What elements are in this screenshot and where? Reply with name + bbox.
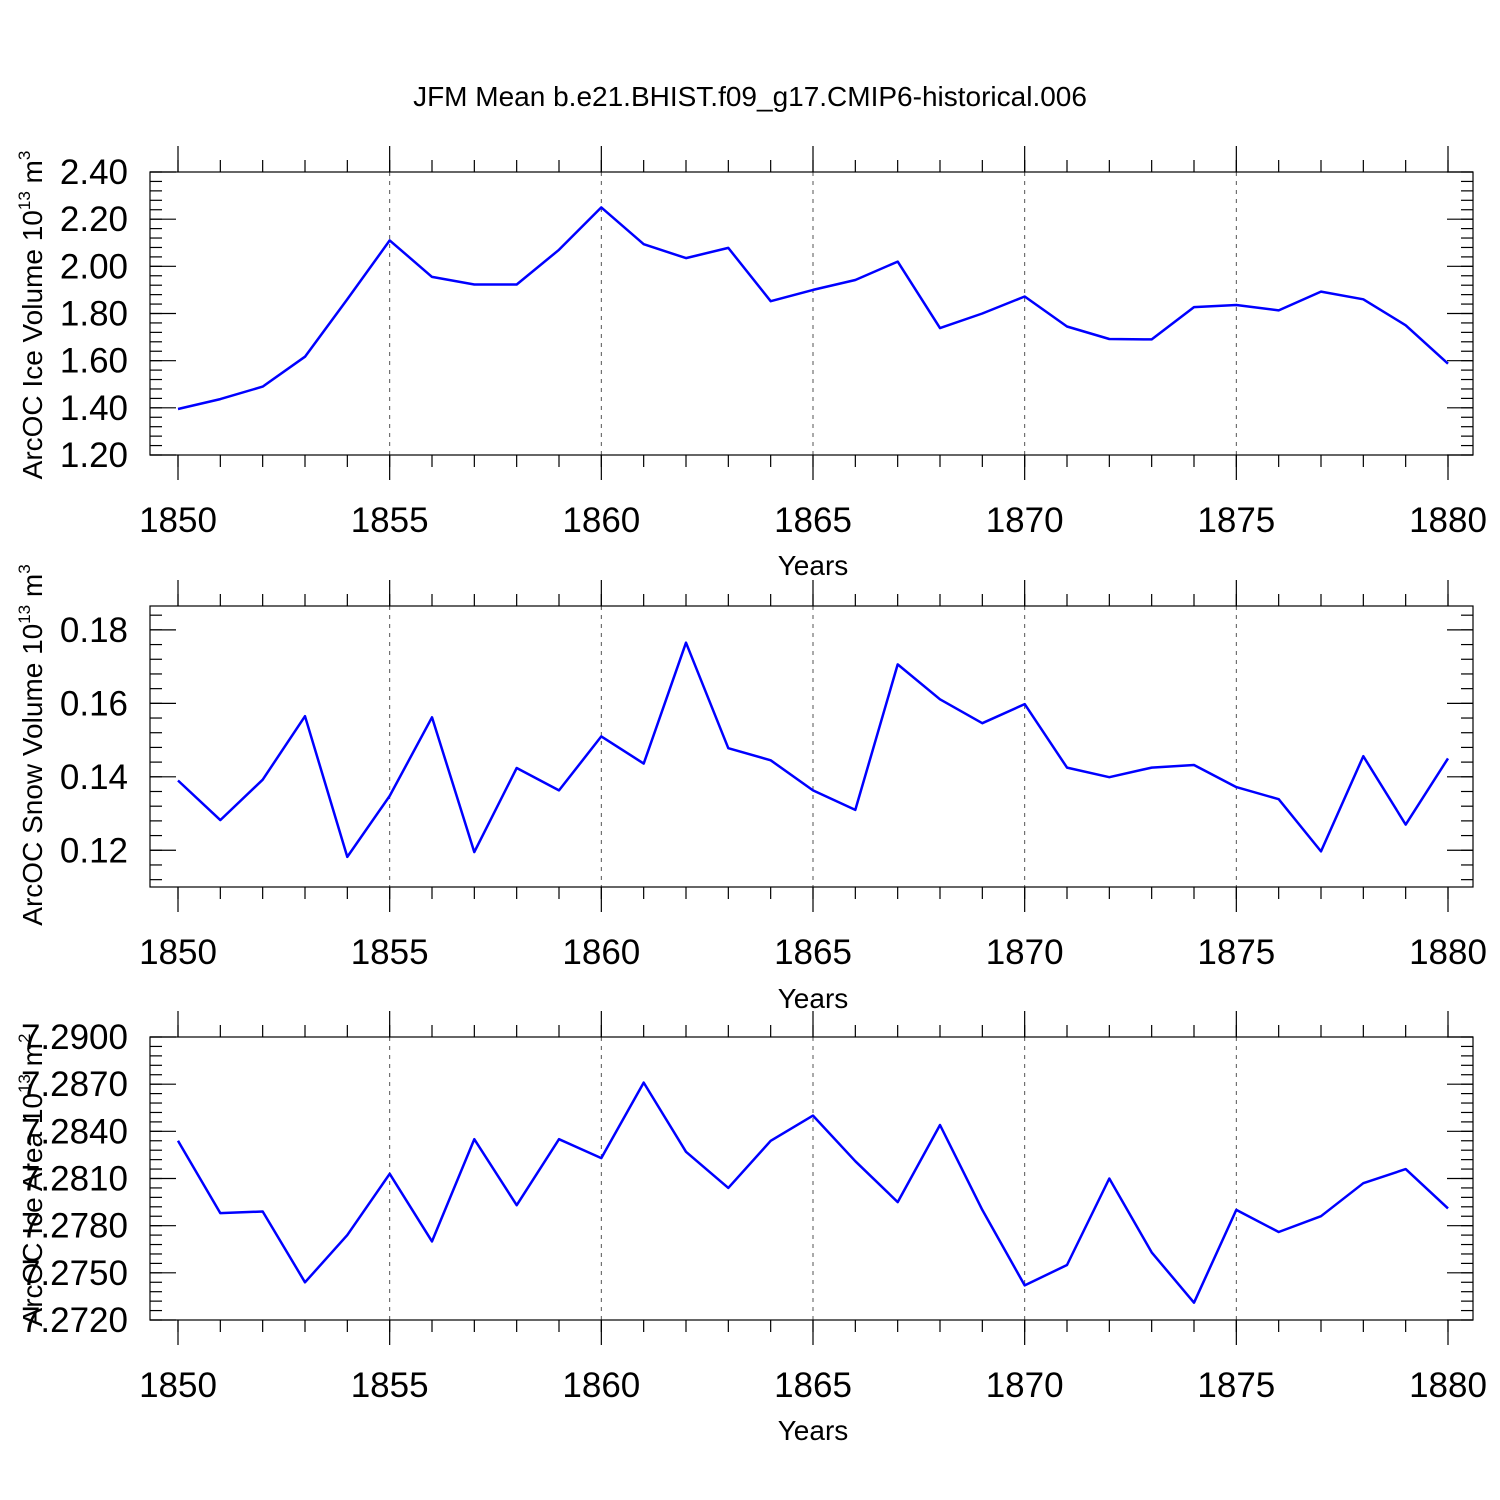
- x-tick-labels: 1850 1855 1860 1865 1870 1875 1880: [139, 1366, 1487, 1405]
- major-ticks: [150, 1011, 1473, 1345]
- x-tick-label: 1860: [562, 1366, 640, 1405]
- ice-volume-panel: 1850 1855 1860 1865 1870 1875 1880 1.20 1.40 1.6…: [15, 146, 1487, 581]
- x-tick-label: 1850: [139, 1366, 217, 1405]
- x-tick-label: 1865: [774, 933, 852, 972]
- x-axis-title: Years: [778, 983, 849, 1014]
- x-tick-labels: 1850 1855 1860 1865 1870 1875 1880: [139, 933, 1487, 972]
- major-ticks: [150, 146, 1473, 480]
- y-tick-label: 7.2750: [21, 1254, 128, 1293]
- y-tick-label: 7.2720: [21, 1301, 128, 1340]
- x-axis-title: Years: [778, 1415, 849, 1446]
- y-axis-title: ArcOC Ice Area 1013 m2: [15, 1034, 48, 1327]
- figure-title: JFM Mean b.e21.BHIST.f09_g17.CMIP6-histo…: [413, 81, 1087, 112]
- x-tick-label: 1875: [1197, 933, 1275, 972]
- snow-volume-panel: 1850 1855 1860 1865 1870 1875 1880 0.120.140.1…: [15, 564, 1487, 1014]
- x-tick-label: 1855: [351, 1366, 429, 1405]
- y-tick-label: 0.16: [60, 684, 128, 723]
- plot-frame: [149, 1036, 1474, 1321]
- y-axis-title: ArcOC Snow Volume 1013 m3: [15, 564, 48, 925]
- y-tick-label: 7.2810: [21, 1160, 128, 1199]
- x-axis-title: Years: [778, 550, 849, 581]
- x-tick-label: 1850: [139, 933, 217, 972]
- x-tick-label: 1880: [1409, 501, 1487, 540]
- y-tick-label: 0.14: [60, 758, 128, 797]
- x-grid: [389, 606, 1237, 887]
- y-tick-label: 7.2900: [21, 1018, 128, 1057]
- y-tick-label: 1.20: [60, 436, 128, 475]
- plot-frame: [149, 171, 1474, 456]
- y-tick-label: 2.00: [60, 247, 128, 286]
- x-tick-label: 1880: [1409, 933, 1487, 972]
- x-tick-label: 1855: [351, 501, 429, 540]
- y-tick-labels: 7.2720 7.2750 7.2780 7.2810 7.2840 7.2870 7.29…: [21, 1018, 128, 1340]
- ice-area-panel: 1850 1855 1860 1865 1870 1875 1880 7.2720 7.275…: [15, 1011, 1487, 1446]
- minor-ticks: [150, 160, 1473, 467]
- snow-volume-line: [177, 641, 1450, 859]
- x-grid: [389, 172, 1237, 455]
- y-tick-label: 0.12: [60, 831, 128, 870]
- x-tick-label: 1855: [351, 933, 429, 972]
- y-tick-label: 7.2840: [21, 1112, 128, 1151]
- y-tick-label: 2.20: [60, 200, 128, 239]
- x-tick-label: 1870: [986, 933, 1064, 972]
- x-tick-label: 1870: [986, 1366, 1064, 1405]
- plot-frame: [149, 605, 1474, 888]
- x-tick-label: 1880: [1409, 1366, 1487, 1405]
- x-tick-label: 1870: [986, 501, 1064, 540]
- ice-area-line: [176, 1081, 1449, 1304]
- x-tick-label: 1860: [562, 501, 640, 540]
- x-grid: [389, 1037, 1237, 1320]
- y-tick-label: 7.2780: [21, 1207, 128, 1246]
- ice-volume-line: [177, 206, 1449, 411]
- minor-ticks: [150, 1025, 1473, 1332]
- x-tick-label: 1850: [139, 501, 217, 540]
- major-ticks: [150, 580, 1473, 912]
- x-tick-label: 1875: [1197, 501, 1275, 540]
- y-tick-label: 1.60: [60, 342, 128, 381]
- x-tick-label: 1875: [1197, 1366, 1275, 1405]
- y-tick-labels: 1.20 1.40 1.60 1.80 2.00 2.20 2.40: [60, 153, 128, 475]
- y-axis-title: ArcOC Ice Volume 1013 m3: [15, 151, 48, 480]
- y-tick-label: 0.18: [60, 611, 128, 650]
- y-tick-label: 1.80: [60, 295, 128, 334]
- y-tick-labels: 0.12 0.14 0.16 0.18: [60, 611, 128, 870]
- y-tick-label: 2.40: [60, 153, 128, 192]
- y-tick-label: 7.2870: [21, 1065, 128, 1104]
- x-tick-label: 1865: [774, 1366, 852, 1405]
- x-tick-label: 1865: [774, 501, 852, 540]
- x-tick-label: 1860: [562, 933, 640, 972]
- y-tick-label: 1.40: [60, 389, 128, 428]
- x-tick-labels: 1850 1855 1860 1865 1870 1875 1880: [139, 501, 1487, 540]
